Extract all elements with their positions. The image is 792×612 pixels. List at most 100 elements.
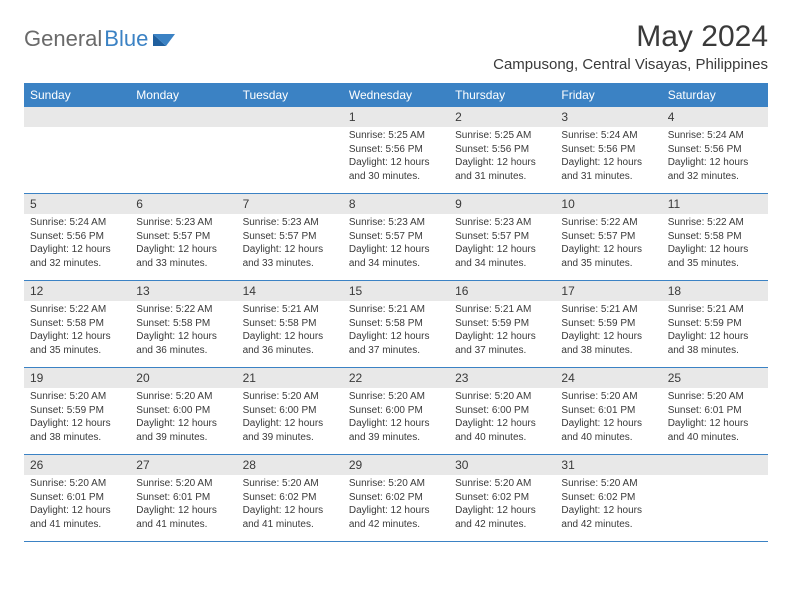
calendar-day-cell: 2Sunrise: 5:25 AMSunset: 5:56 PMDaylight… — [449, 107, 555, 193]
day-info: Sunrise: 5:25 AMSunset: 5:56 PMDaylight:… — [343, 127, 449, 187]
daylight-text: Daylight: 12 hours and 35 minutes. — [561, 243, 655, 270]
daylight-text: Daylight: 12 hours and 37 minutes. — [455, 330, 549, 357]
sunset-text: Sunset: 5:56 PM — [349, 143, 443, 157]
daylight-text: Daylight: 12 hours and 35 minutes. — [30, 330, 124, 357]
sunset-text: Sunset: 5:59 PM — [455, 317, 549, 331]
day-info: Sunrise: 5:20 AMSunset: 6:00 PMDaylight:… — [130, 388, 236, 448]
day-number: 20 — [130, 368, 236, 388]
sunrise-text: Sunrise: 5:25 AM — [455, 129, 549, 143]
sunset-text: Sunset: 5:56 PM — [455, 143, 549, 157]
sunset-text: Sunset: 5:59 PM — [30, 404, 124, 418]
day-number: 17 — [555, 281, 661, 301]
calendar-header-cell: Wednesday — [343, 83, 449, 107]
day-number: 27 — [130, 455, 236, 475]
sunset-text: Sunset: 5:57 PM — [349, 230, 443, 244]
day-info: Sunrise: 5:23 AMSunset: 5:57 PMDaylight:… — [130, 214, 236, 274]
sunrise-text: Sunrise: 5:23 AM — [349, 216, 443, 230]
sunrise-text: Sunrise: 5:22 AM — [136, 303, 230, 317]
calendar-day-cell: 1Sunrise: 5:25 AMSunset: 5:56 PMDaylight… — [343, 107, 449, 193]
calendar-day-cell — [24, 107, 130, 193]
sunrise-text: Sunrise: 5:20 AM — [349, 390, 443, 404]
brand-logo: GeneralBlue — [24, 26, 179, 52]
brand-name-1: General — [24, 26, 102, 52]
daylight-text: Daylight: 12 hours and 39 minutes. — [349, 417, 443, 444]
day-info: Sunrise: 5:23 AMSunset: 5:57 PMDaylight:… — [237, 214, 343, 274]
day-info: Sunrise: 5:20 AMSunset: 6:01 PMDaylight:… — [130, 475, 236, 535]
calendar-day-cell — [662, 455, 768, 541]
daylight-text: Daylight: 12 hours and 33 minutes. — [243, 243, 337, 270]
sunrise-text: Sunrise: 5:20 AM — [561, 390, 655, 404]
sunset-text: Sunset: 6:02 PM — [561, 491, 655, 505]
daylight-text: Daylight: 12 hours and 36 minutes. — [243, 330, 337, 357]
day-info: Sunrise: 5:21 AMSunset: 5:59 PMDaylight:… — [555, 301, 661, 361]
daylight-text: Daylight: 12 hours and 40 minutes. — [561, 417, 655, 444]
calendar-day-cell: 29Sunrise: 5:20 AMSunset: 6:02 PMDayligh… — [343, 455, 449, 541]
day-info: Sunrise: 5:20 AMSunset: 6:02 PMDaylight:… — [237, 475, 343, 535]
day-number: 22 — [343, 368, 449, 388]
sunrise-text: Sunrise: 5:20 AM — [561, 477, 655, 491]
daylight-text: Daylight: 12 hours and 34 minutes. — [349, 243, 443, 270]
logo-mark-icon — [153, 26, 179, 52]
calendar-day-cell: 6Sunrise: 5:23 AMSunset: 5:57 PMDaylight… — [130, 194, 236, 280]
daylight-text: Daylight: 12 hours and 35 minutes. — [668, 243, 762, 270]
calendar-day-cell: 21Sunrise: 5:20 AMSunset: 6:00 PMDayligh… — [237, 368, 343, 454]
day-number: 2 — [449, 107, 555, 127]
daylight-text: Daylight: 12 hours and 41 minutes. — [243, 504, 337, 531]
day-number: 16 — [449, 281, 555, 301]
calendar-day-cell: 31Sunrise: 5:20 AMSunset: 6:02 PMDayligh… — [555, 455, 661, 541]
day-number: 11 — [662, 194, 768, 214]
calendar-header-cell: Monday — [130, 83, 236, 107]
sunset-text: Sunset: 5:58 PM — [136, 317, 230, 331]
daylight-text: Daylight: 12 hours and 33 minutes. — [136, 243, 230, 270]
sunset-text: Sunset: 6:02 PM — [455, 491, 549, 505]
calendar-day-cell — [237, 107, 343, 193]
sunrise-text: Sunrise: 5:22 AM — [668, 216, 762, 230]
calendar-day-cell: 13Sunrise: 5:22 AMSunset: 5:58 PMDayligh… — [130, 281, 236, 367]
daylight-text: Daylight: 12 hours and 31 minutes. — [561, 156, 655, 183]
sunset-text: Sunset: 6:00 PM — [349, 404, 443, 418]
sunrise-text: Sunrise: 5:21 AM — [243, 303, 337, 317]
sunset-text: Sunset: 6:01 PM — [561, 404, 655, 418]
daylight-text: Daylight: 12 hours and 31 minutes. — [455, 156, 549, 183]
calendar-day-cell: 15Sunrise: 5:21 AMSunset: 5:58 PMDayligh… — [343, 281, 449, 367]
sunset-text: Sunset: 5:57 PM — [136, 230, 230, 244]
calendar-day-cell: 3Sunrise: 5:24 AMSunset: 5:56 PMDaylight… — [555, 107, 661, 193]
day-number — [24, 107, 130, 127]
sunrise-text: Sunrise: 5:20 AM — [349, 477, 443, 491]
day-number: 28 — [237, 455, 343, 475]
day-number: 12 — [24, 281, 130, 301]
day-number — [237, 107, 343, 127]
day-number: 3 — [555, 107, 661, 127]
calendar-week-row: 1Sunrise: 5:25 AMSunset: 5:56 PMDaylight… — [24, 107, 768, 194]
day-number: 26 — [24, 455, 130, 475]
calendar-day-cell: 8Sunrise: 5:23 AMSunset: 5:57 PMDaylight… — [343, 194, 449, 280]
sunrise-text: Sunrise: 5:23 AM — [136, 216, 230, 230]
sunset-text: Sunset: 6:01 PM — [668, 404, 762, 418]
sunset-text: Sunset: 5:58 PM — [30, 317, 124, 331]
day-info: Sunrise: 5:25 AMSunset: 5:56 PMDaylight:… — [449, 127, 555, 187]
calendar-day-cell: 27Sunrise: 5:20 AMSunset: 6:01 PMDayligh… — [130, 455, 236, 541]
daylight-text: Daylight: 12 hours and 39 minutes. — [136, 417, 230, 444]
daylight-text: Daylight: 12 hours and 42 minutes. — [455, 504, 549, 531]
day-info: Sunrise: 5:20 AMSunset: 6:00 PMDaylight:… — [449, 388, 555, 448]
sunrise-text: Sunrise: 5:20 AM — [668, 390, 762, 404]
calendar-body: 1Sunrise: 5:25 AMSunset: 5:56 PMDaylight… — [24, 107, 768, 542]
day-info: Sunrise: 5:20 AMSunset: 6:02 PMDaylight:… — [449, 475, 555, 535]
sunset-text: Sunset: 5:59 PM — [668, 317, 762, 331]
sunset-text: Sunset: 6:02 PM — [349, 491, 443, 505]
calendar-header-cell: Saturday — [662, 83, 768, 107]
calendar-day-cell: 11 Sunrise: 5:22 AMSunset: 5:58 PMDayligh… — [662, 194, 768, 280]
day-number: 14 — [237, 281, 343, 301]
daylight-text: Daylight: 12 hours and 42 minutes. — [349, 504, 443, 531]
day-info: Sunrise: 5:23 AMSunset: 5:57 PMDaylight:… — [449, 214, 555, 274]
sunrise-text: Sunrise: 5:20 AM — [30, 390, 124, 404]
day-info: Sunrise: 5:20 AMSunset: 5:59 PMDaylight:… — [24, 388, 130, 448]
sunset-text: Sunset: 5:58 PM — [668, 230, 762, 244]
day-info: Sunrise: 5:20 AMSunset: 6:01 PMDaylight:… — [555, 388, 661, 448]
sunrise-text: Sunrise: 5:25 AM — [349, 129, 443, 143]
calendar-header-cell: Friday — [555, 83, 661, 107]
day-info: Sunrise: 5:24 AMSunset: 5:56 PMDaylight:… — [555, 127, 661, 187]
day-info: Sunrise: 5:21 AMSunset: 5:58 PMDaylight:… — [237, 301, 343, 361]
day-info: Sunrise: 5:20 AMSunset: 6:02 PMDaylight:… — [555, 475, 661, 535]
calendar-week-row: 26Sunrise: 5:20 AMSunset: 6:01 PMDayligh… — [24, 455, 768, 542]
